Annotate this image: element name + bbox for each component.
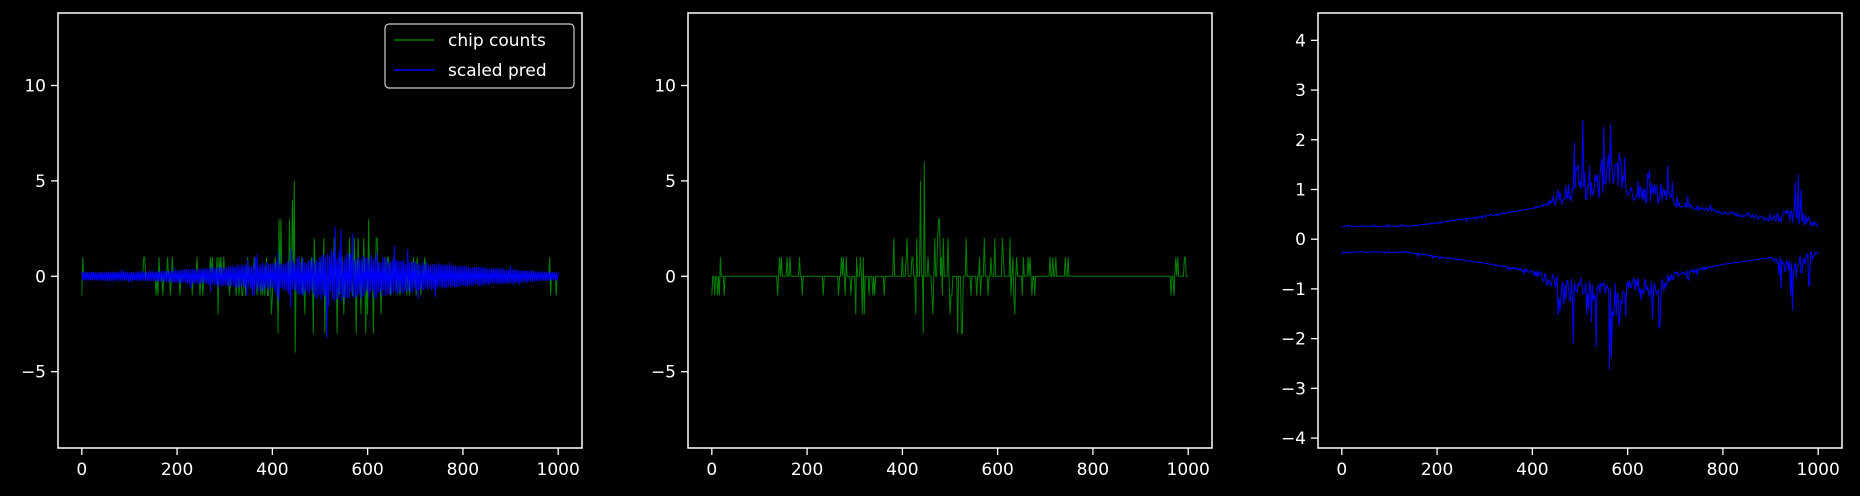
x-tick-label: 400 [886, 460, 918, 480]
y-tick-label: 1 [1295, 180, 1306, 200]
plot-area-3 [1341, 120, 1819, 370]
axis-ticks-3: 0 200 400 600 800 1000 −4 −3 −2 −1 0 1 2 3 4 [1281, 31, 1840, 480]
x-tick-label: 1000 [537, 460, 580, 480]
y-tick-label: −3 [1281, 379, 1306, 399]
x-tick-label: 0 [76, 460, 87, 480]
x-tick-label: 1000 [1167, 460, 1210, 480]
y-tick-label: −5 [21, 363, 46, 383]
plot-area-2 [711, 161, 1189, 334]
x-tick-label: 600 [1611, 460, 1643, 480]
x-tick-label: 0 [1336, 460, 1347, 480]
series-line-scaled-pred [81, 226, 559, 339]
x-tick-label: 600 [351, 460, 383, 480]
chart-panel-3: 0 200 400 600 800 1000 −4 −3 −2 −1 0 1 2 3 4 [1281, 12, 1843, 480]
axis-ticks-1: 0 200 400 600 800 1000 −5 0 5 10 [21, 77, 580, 481]
chart-panel-2: 0 200 400 600 800 1000 −5 0 5 10 [651, 12, 1213, 481]
y-tick-label: −1 [1281, 280, 1306, 300]
plot-area-1 [81, 180, 559, 353]
y-tick-label: −2 [1281, 330, 1306, 350]
x-tick-label: 400 [256, 460, 288, 480]
y-tick-label: 4 [1295, 31, 1306, 51]
y-tick-label: 10 [24, 77, 46, 97]
y-tick-label: 10 [654, 77, 676, 97]
x-tick-label: 800 [447, 460, 479, 480]
legend-label-chip-counts: chip counts [448, 31, 546, 51]
x-tick-label: 200 [1421, 460, 1453, 480]
y-tick-label: 5 [35, 172, 46, 192]
y-tick-label: 3 [1295, 81, 1306, 101]
x-tick-label: 1000 [1797, 460, 1840, 480]
chart-panel-1: 0 200 400 600 800 1000 −5 0 5 10 chip counts scal… [21, 12, 583, 481]
x-tick-label: 600 [981, 460, 1013, 480]
x-tick-label: 400 [1516, 460, 1548, 480]
x-tick-label: 200 [161, 460, 193, 480]
x-tick-label: 800 [1077, 460, 1109, 480]
y-tick-label: 2 [1295, 131, 1306, 151]
x-tick-label: 0 [706, 460, 717, 480]
y-tick-label: −4 [1281, 429, 1306, 449]
axes-frame-3 [1317, 12, 1843, 449]
y-tick-label: −5 [651, 363, 676, 383]
y-tick-label: 0 [35, 267, 46, 287]
series-line-scaled-pred-lower- [1341, 250, 1819, 370]
y-tick-label: 0 [1295, 230, 1306, 250]
series-line-scaled-pred-upper- [1341, 120, 1819, 228]
y-tick-label: 5 [665, 172, 676, 192]
legend-label-scaled-pred: scaled pred [448, 61, 547, 81]
axes-frame-2 [687, 12, 1213, 449]
axes-frame-1 [57, 12, 583, 449]
y-tick-label: 0 [665, 267, 676, 287]
legend: chip counts scaled pred [384, 23, 575, 89]
series-line-chip-counts [711, 161, 1189, 334]
axis-ticks-2: 0 200 400 600 800 1000 −5 0 5 10 [651, 77, 1210, 481]
x-tick-label: 200 [791, 460, 823, 480]
x-tick-label: 800 [1707, 460, 1739, 480]
